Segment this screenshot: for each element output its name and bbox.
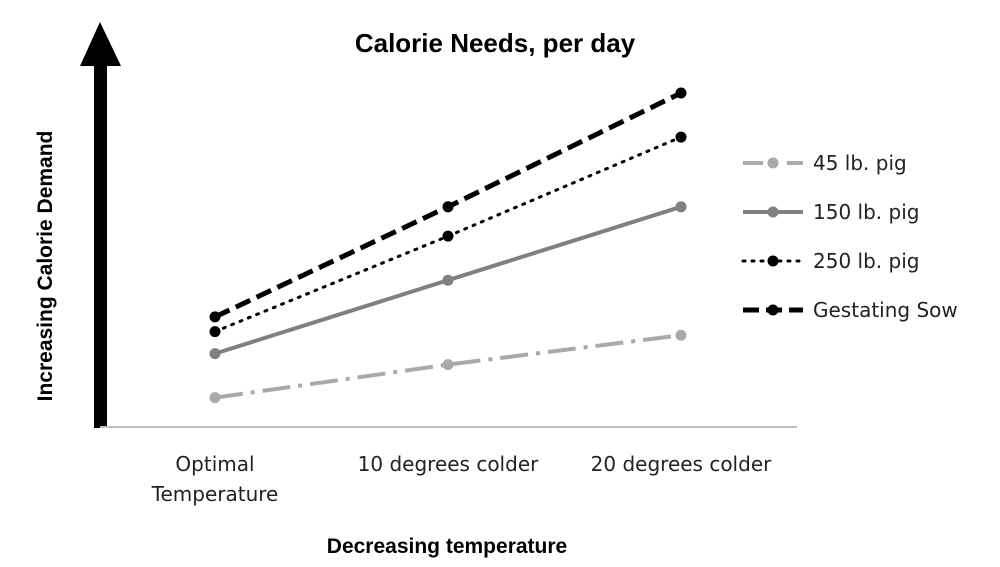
x-tick-label: 20 degrees colder <box>591 452 772 476</box>
legend-label: 45 lb. pig <box>813 151 907 175</box>
x-tick-label: 10 degrees colder <box>358 452 539 476</box>
data-point <box>675 87 687 99</box>
x-axis-label: Decreasing temperature <box>327 535 567 558</box>
data-point <box>209 326 221 338</box>
x-tick-label: Temperature <box>151 482 279 506</box>
legend-item: 250 lb. pig <box>741 249 919 273</box>
legend-swatch-marker <box>767 255 779 267</box>
data-point <box>442 230 454 242</box>
legend-swatch-marker <box>767 206 779 218</box>
legend-label: Gestating Sow <box>813 298 958 322</box>
data-point <box>442 201 454 213</box>
data-point <box>675 329 687 341</box>
plot-area <box>209 87 687 404</box>
series-line <box>214 333 682 400</box>
legend-item: 150 lb. pig <box>743 200 919 224</box>
y-axis-arrow-shaft <box>94 64 107 428</box>
legend: 45 lb. pig 150 lb. pig 250 lb. pig Gestatin… <box>741 151 958 322</box>
y-axis-label: Increasing Calorie Demand <box>34 131 57 402</box>
series-0 <box>209 329 687 404</box>
series-2 <box>209 131 687 338</box>
data-point <box>442 274 454 286</box>
legend-swatch-marker <box>767 157 779 169</box>
x-tick-labels: Optimal Temperature 10 degrees colder 20 de… <box>151 452 772 506</box>
series-3 <box>209 87 687 323</box>
data-point <box>209 311 221 323</box>
legend-label: 250 lb. pig <box>813 249 919 273</box>
x-tick-label: Optimal <box>175 452 254 476</box>
legend-item: Gestating Sow <box>743 298 958 322</box>
chart-title: Calorie Needs, per day <box>355 28 636 58</box>
data-point <box>675 201 687 213</box>
series-1 <box>209 201 687 360</box>
legend-item: 45 lb. pig <box>743 151 907 175</box>
y-axis-arrow-head <box>80 22 121 66</box>
legend-label: 150 lb. pig <box>813 200 919 224</box>
data-point <box>209 392 221 404</box>
data-point <box>209 348 221 360</box>
legend-swatch-marker <box>767 304 779 316</box>
data-point <box>675 131 687 143</box>
data-point <box>442 359 454 371</box>
